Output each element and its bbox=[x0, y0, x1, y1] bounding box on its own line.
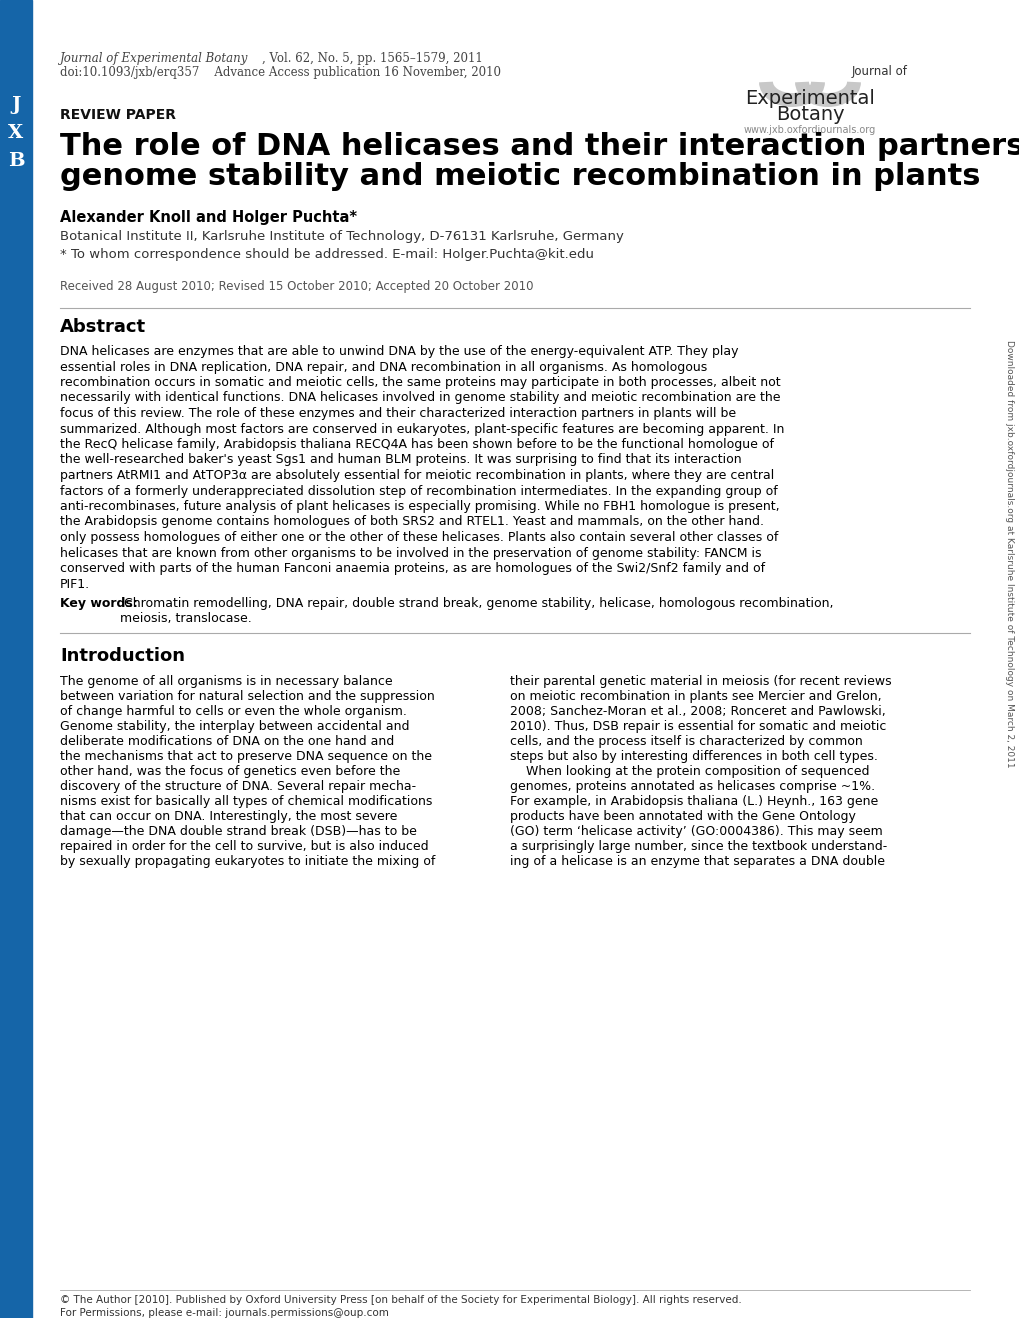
Text: REVIEW PAPER: REVIEW PAPER bbox=[60, 108, 176, 123]
Text: damage—the DNA double strand break (DSB)—has to be: damage—the DNA double strand break (DSB)… bbox=[60, 825, 417, 838]
Text: Alexander Knoll and Holger Puchta*: Alexander Knoll and Holger Puchta* bbox=[60, 210, 357, 225]
Text: 2008; Sanchez-Moran et al., 2008; Ronceret and Pawlowski,: 2008; Sanchez-Moran et al., 2008; Roncer… bbox=[510, 705, 884, 718]
Text: cells, and the process itself is characterized by common: cells, and the process itself is charact… bbox=[510, 735, 862, 749]
Text: products have been annotated with the Gene Ontology: products have been annotated with the Ge… bbox=[510, 811, 855, 822]
Text: focus of this review. The role of these enzymes and their characterized interact: focus of this review. The role of these … bbox=[60, 407, 736, 420]
Text: ing of a helicase is an enzyme that separates a DNA double: ing of a helicase is an enzyme that sepa… bbox=[510, 855, 884, 869]
Text: The genome of all organisms is in necessary balance: The genome of all organisms is in necess… bbox=[60, 675, 392, 688]
Text: Genome stability, the interplay between accidental and: Genome stability, the interplay between … bbox=[60, 720, 409, 733]
Text: the mechanisms that act to preserve DNA sequence on the: the mechanisms that act to preserve DNA … bbox=[60, 750, 432, 763]
Text: recombination occurs in somatic and meiotic cells, the same proteins may partici: recombination occurs in somatic and meio… bbox=[60, 376, 780, 389]
Text: that can occur on DNA. Interestingly, the most severe: that can occur on DNA. Interestingly, th… bbox=[60, 811, 397, 822]
Text: the well-researched baker's yeast Sgs1 and human BLM proteins. It was surprising: the well-researched baker's yeast Sgs1 a… bbox=[60, 453, 741, 467]
Text: © The Author [2010]. Published by Oxford University Press [on behalf of the Soci: © The Author [2010]. Published by Oxford… bbox=[60, 1296, 741, 1305]
Text: Botany: Botany bbox=[774, 105, 844, 124]
Text: doi:10.1093/jxb/erq357    Advance Access publication 16 November, 2010: doi:10.1093/jxb/erq357 Advance Access pu… bbox=[60, 66, 500, 79]
Text: Journal of Experimental Botany: Journal of Experimental Botany bbox=[60, 51, 249, 65]
Text: conserved with parts of the human Fanconi anaemia proteins, as are homologues of: conserved with parts of the human Fancon… bbox=[60, 561, 764, 575]
Text: www.jxb.oxfordjournals.org: www.jxb.oxfordjournals.org bbox=[743, 125, 875, 134]
Bar bbox=[0, 0, 32, 1318]
Text: on meiotic recombination in plants see Mercier and Grelon,: on meiotic recombination in plants see M… bbox=[510, 691, 880, 702]
Text: Received 28 August 2010; Revised 15 October 2010; Accepted 20 October 2010: Received 28 August 2010; Revised 15 Octo… bbox=[60, 279, 533, 293]
Text: summarized. Although most factors are conserved in eukaryotes, plant-specific fe: summarized. Although most factors are co… bbox=[60, 423, 784, 435]
Text: Key words:: Key words: bbox=[60, 597, 138, 610]
Text: For example, in Arabidopsis thaliana (L.) Heynh., 163 gene: For example, in Arabidopsis thaliana (L.… bbox=[510, 795, 877, 808]
Text: only possess homologues of either one or the other of these helicases. Plants al: only possess homologues of either one or… bbox=[60, 531, 777, 544]
Text: The role of DNA helicases and their interaction partners in: The role of DNA helicases and their inte… bbox=[60, 132, 1019, 161]
Text: Journal of: Journal of bbox=[851, 66, 907, 79]
Text: Introduction: Introduction bbox=[60, 647, 184, 666]
Text: of change harmful to cells or even the whole organism.: of change harmful to cells or even the w… bbox=[60, 705, 407, 718]
Text: genome stability and meiotic recombination in plants: genome stability and meiotic recombinati… bbox=[60, 162, 979, 191]
Text: helicases that are known from other organisms to be involved in the preservation: helicases that are known from other orga… bbox=[60, 547, 761, 560]
Text: nisms exist for basically all types of chemical modifications: nisms exist for basically all types of c… bbox=[60, 795, 432, 808]
Text: PIF1.: PIF1. bbox=[60, 577, 90, 590]
Text: For Permissions, please e-mail: journals.permissions@oup.com: For Permissions, please e-mail: journals… bbox=[60, 1307, 388, 1318]
Text: Chromatin remodelling, DNA repair, double strand break, genome stability, helica: Chromatin remodelling, DNA repair, doubl… bbox=[120, 597, 833, 625]
Text: factors of a formerly underappreciated dissolution step of recombination interme: factors of a formerly underappreciated d… bbox=[60, 485, 777, 497]
Text: steps but also by interesting differences in both cell types.: steps but also by interesting difference… bbox=[510, 750, 877, 763]
Text: X: X bbox=[8, 124, 23, 142]
Text: the RecQ helicase family, Arabidopsis thaliana RECQ4A has been shown before to b: the RecQ helicase family, Arabidopsis th… bbox=[60, 438, 773, 451]
Text: repaired in order for the cell to survive, but is also induced: repaired in order for the cell to surviv… bbox=[60, 840, 428, 853]
Text: Downloaded from jxb.oxfordjournals.org at Karlsruhe Institute of Technology on M: Downloaded from jxb.oxfordjournals.org a… bbox=[1005, 340, 1014, 767]
Text: partners AtRMI1 and AtTOP3α are absolutely essential for meiotic recombination i: partners AtRMI1 and AtTOP3α are absolute… bbox=[60, 469, 773, 482]
Text: other hand, was the focus of genetics even before the: other hand, was the focus of genetics ev… bbox=[60, 764, 399, 778]
Text: genomes, proteins annotated as helicases comprise ~1%.: genomes, proteins annotated as helicases… bbox=[510, 780, 874, 793]
Text: , Vol. 62, No. 5, pp. 1565–1579, 2011: , Vol. 62, No. 5, pp. 1565–1579, 2011 bbox=[262, 51, 482, 65]
Text: B: B bbox=[8, 152, 24, 170]
Text: anti-recombinases, future analysis of plant helicases is especially promising. W: anti-recombinases, future analysis of pl… bbox=[60, 500, 779, 513]
Text: Experimental: Experimental bbox=[744, 88, 874, 108]
Text: the Arabidopsis genome contains homologues of both SRS2 and RTEL1. Yeast and mam: the Arabidopsis genome contains homologu… bbox=[60, 515, 763, 529]
Text: (GO) term ‘helicase activity’ (GO:0004386). This may seem: (GO) term ‘helicase activity’ (GO:000438… bbox=[510, 825, 881, 838]
Text: Abstract: Abstract bbox=[60, 318, 146, 336]
Text: J: J bbox=[11, 96, 20, 113]
Text: essential roles in DNA replication, DNA repair, and DNA recombination in all org: essential roles in DNA replication, DNA … bbox=[60, 361, 706, 373]
Text: discovery of the structure of DNA. Several repair mecha-: discovery of the structure of DNA. Sever… bbox=[60, 780, 416, 793]
Text: DNA helicases are enzymes that are able to unwind DNA by the use of the energy-e: DNA helicases are enzymes that are able … bbox=[60, 345, 738, 358]
Text: 2010). Thus, DSB repair is essential for somatic and meiotic: 2010). Thus, DSB repair is essential for… bbox=[510, 720, 886, 733]
Text: by sexually propagating eukaryotes to initiate the mixing of: by sexually propagating eukaryotes to in… bbox=[60, 855, 435, 869]
Text: between variation for natural selection and the suppression: between variation for natural selection … bbox=[60, 691, 434, 702]
Text: When looking at the protein composition of sequenced: When looking at the protein composition … bbox=[510, 764, 868, 778]
Text: * To whom correspondence should be addressed. E-mail: Holger.Puchta@kit.edu: * To whom correspondence should be addre… bbox=[60, 248, 593, 261]
Text: their parental genetic material in meiosis (for recent reviews: their parental genetic material in meios… bbox=[510, 675, 891, 688]
Text: deliberate modifications of DNA on the one hand and: deliberate modifications of DNA on the o… bbox=[60, 735, 394, 749]
Text: a surprisingly large number, since the textbook understand-: a surprisingly large number, since the t… bbox=[510, 840, 887, 853]
Text: Botanical Institute II, Karlsruhe Institute of Technology, D-76131 Karlsruhe, Ge: Botanical Institute II, Karlsruhe Instit… bbox=[60, 231, 624, 243]
Text: necessarily with identical functions. DNA helicases involved in genome stability: necessarily with identical functions. DN… bbox=[60, 391, 780, 405]
